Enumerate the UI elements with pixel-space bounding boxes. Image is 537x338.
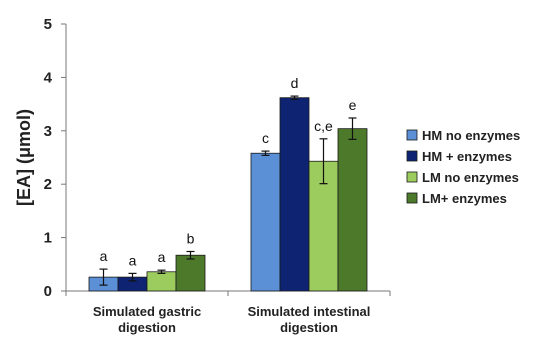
significance-label: a	[158, 249, 166, 265]
significance-label: d	[291, 75, 299, 91]
legend-label: LM+ enzymes	[422, 191, 507, 206]
bar	[146, 271, 177, 292]
legend-swatch	[406, 192, 418, 204]
y-tick-label: 5	[44, 16, 52, 33]
y-tick-label: 2	[44, 176, 52, 193]
category-label-line: digestion	[280, 320, 338, 335]
legend: HM no enzymes HM + enzymes LM no enzymes LM…	[406, 128, 520, 206]
y-axis-label: [EA] (μmol)	[14, 109, 34, 206]
y-tick-label: 3	[44, 123, 52, 140]
bar	[175, 254, 206, 292]
significance-label: c,e	[314, 118, 333, 134]
legend-swatch	[406, 150, 418, 162]
legend-label: HM + enzymes	[422, 149, 512, 164]
significance-label: b	[187, 230, 195, 246]
y-tick-label: 1	[44, 230, 52, 247]
category-label-line: digestion	[118, 320, 176, 335]
significance-label: a	[129, 252, 137, 268]
category-label: Simulated intestinal digestion	[248, 304, 371, 335]
y-tick-label: 4	[44, 69, 53, 86]
bars: a a a b c d c,e e	[88, 75, 368, 292]
significance-label: c	[262, 130, 269, 146]
significance-label: a	[100, 248, 108, 264]
y-tick-label: 0	[44, 283, 52, 300]
significance-label: e	[349, 97, 357, 113]
legend-swatch	[406, 129, 418, 141]
bar	[337, 128, 368, 292]
category-label-line: Simulated gastric	[93, 304, 201, 319]
legend-label: HM no enzymes	[422, 128, 520, 143]
bar	[250, 152, 281, 292]
category-label-line: Simulated intestinal	[248, 304, 371, 319]
category-label: Simulated gastric digestion	[93, 304, 201, 335]
bar	[279, 97, 310, 292]
legend-label: LM no enzymes	[422, 170, 519, 185]
legend-swatch	[406, 171, 418, 183]
